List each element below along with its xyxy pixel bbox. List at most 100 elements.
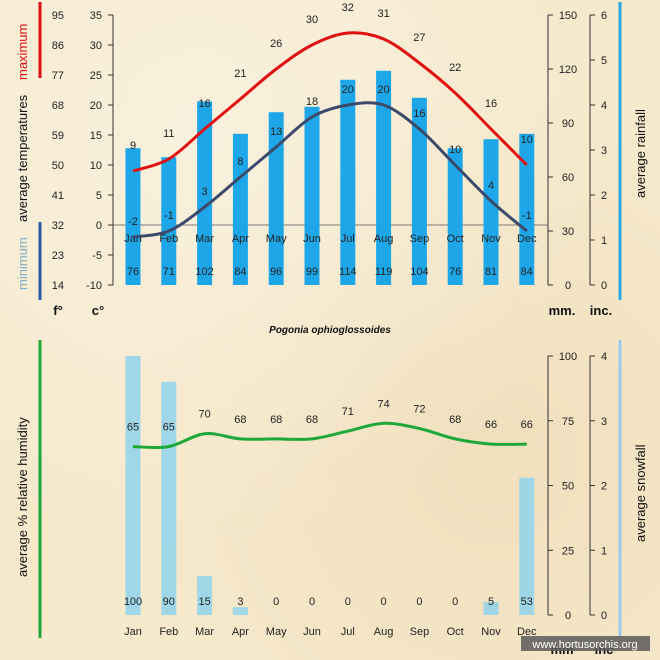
snowfall-value-label: 0 <box>273 596 279 608</box>
snowfall-bar-apr <box>232 607 248 615</box>
snowfall-bar-feb <box>161 381 177 615</box>
celsius-tick-label: 0 <box>96 220 102 232</box>
maximum-value-label: 26 <box>270 38 282 50</box>
maximum-value-label: 11 <box>163 128 174 140</box>
rainfall-value-label: 84 <box>234 266 246 278</box>
humidity-value-label: 68 <box>270 414 282 426</box>
bottom-month-label: Aug <box>374 626 394 638</box>
mm-tick-label: 90 <box>562 118 574 130</box>
minimum-value-label: 20 <box>377 84 389 96</box>
unit-inches: inc. <box>590 303 612 318</box>
maximum-value-label: 16 <box>485 98 497 110</box>
snowfall-value-label: 0 <box>452 596 458 608</box>
inch-tick-label: 4 <box>601 100 607 112</box>
top-month-label: Apr <box>232 233 249 245</box>
inch-tick-label: 0 <box>601 280 607 292</box>
rainfall-bar-apr <box>232 133 248 285</box>
snow-tick-label: 3 <box>601 416 607 428</box>
bottom-month-label: Oct <box>447 626 464 638</box>
bottom-month-label: Nov <box>481 626 501 638</box>
maximum-value-label: 21 <box>234 68 246 80</box>
minimum-value-label: -1 <box>164 210 174 222</box>
fahrenheit-tick-label: 23 <box>52 250 64 262</box>
fahrenheit-tick-label: 95 <box>52 10 64 22</box>
snowfall-value-label: 0 <box>381 596 387 608</box>
humidity-value-label: 72 <box>413 404 425 416</box>
minimum-value-label: 18 <box>306 96 318 108</box>
rainfall-value-label: 81 <box>485 266 497 278</box>
percent-tick-label: 50 <box>562 481 574 493</box>
bottom-month-label: Apr <box>232 626 249 638</box>
snowfall-value-label: 15 <box>198 596 210 608</box>
minimum-value-label: 3 <box>202 186 208 198</box>
minimum-value-label: 4 <box>488 180 494 192</box>
maximum-title: maximum <box>15 24 30 80</box>
celsius-tick-label: 10 <box>90 160 102 172</box>
minimum-value-label: -2 <box>128 216 138 228</box>
rainfall-value-label: 104 <box>410 266 428 278</box>
maximum-value-label: 22 <box>449 62 461 74</box>
humidity-line <box>132 421 527 450</box>
celsius-tick-label: 20 <box>90 100 102 112</box>
snowfall-value-label: 5 <box>488 596 494 608</box>
rainfall-value-label: 71 <box>163 266 175 278</box>
celsius-tick-label: 35 <box>90 10 102 22</box>
top-month-label: Jan <box>124 233 142 245</box>
minimum-value-label: 20 <box>342 84 354 96</box>
rainfall-bar-nov <box>483 139 499 285</box>
top-month-label: Feb <box>159 233 178 245</box>
minimum-value-label: 13 <box>270 126 282 138</box>
snowfall-title: average snowfall <box>633 444 648 542</box>
percent-tick-label: 0 <box>565 610 571 622</box>
top-month-label: Sep <box>410 233 430 245</box>
humidity-title: average % relative humidity <box>15 417 30 577</box>
snowfall-bar-dec <box>519 477 535 615</box>
celsius-tick-label: 25 <box>90 70 102 82</box>
fahrenheit-tick-label: 41 <box>52 190 64 202</box>
maximum-value-label: 27 <box>413 32 425 44</box>
humidity-value-label: 71 <box>342 406 354 418</box>
snow-tick-label: 0 <box>601 610 607 622</box>
minimum-value-label: 10 <box>449 144 461 156</box>
bottom-month-label: Jan <box>124 626 142 638</box>
bottom-month-label: Sep <box>410 626 430 638</box>
fahrenheit-tick-label: 14 <box>52 280 64 292</box>
minimum-temperature-line <box>132 101 528 239</box>
snowfall-value-label: 100 <box>124 596 142 608</box>
humidity-value-label: 68 <box>234 414 246 426</box>
rainfall-value-label: 76 <box>449 266 461 278</box>
maximum-value-label: 32 <box>342 2 354 14</box>
mm-tick-label: 0 <box>565 280 571 292</box>
humidity-value-label: 68 <box>449 414 461 426</box>
snowfall-value-label: 0 <box>345 596 351 608</box>
snowfall-value-label: 0 <box>416 596 422 608</box>
rainfall-bar-aug <box>376 70 392 285</box>
celsius-tick-label: -10 <box>86 280 102 292</box>
fahrenheit-tick-label: 86 <box>52 40 64 52</box>
species-name: Pogonia ophioglossoides <box>269 325 391 336</box>
top-month-label: May <box>266 233 287 245</box>
minimum-value-label: -1 <box>522 210 532 222</box>
inch-tick-label: 1 <box>601 235 607 247</box>
snowfall-bar-mar <box>197 576 213 615</box>
minimum-title: minimum <box>15 237 30 290</box>
maximum-temperature-line <box>132 31 528 173</box>
rainfall-value-label: 99 <box>306 266 318 278</box>
rainfall-value-label: 102 <box>195 266 213 278</box>
top-month-label: Aug <box>374 233 394 245</box>
maximum-value-label: 30 <box>306 14 318 26</box>
bottom-month-label: Jun <box>303 626 321 638</box>
maximum-value-label: 10 <box>521 134 533 146</box>
mm-tick-label: 30 <box>562 226 574 238</box>
bottom-month-label: Feb <box>159 626 178 638</box>
bottom-month-label: Dec <box>517 626 537 638</box>
maximum-value-label: 9 <box>130 140 136 152</box>
rainfall-bar-sep <box>411 97 427 285</box>
unit-mm: mm. <box>549 303 576 318</box>
percent-tick-label: 25 <box>562 545 574 557</box>
humidity-value-label: 65 <box>163 422 175 434</box>
inch-tick-label: 2 <box>601 190 607 202</box>
watermark-text: www.hortusorchis.org <box>531 639 637 651</box>
maximum-value-label: 31 <box>377 8 389 20</box>
